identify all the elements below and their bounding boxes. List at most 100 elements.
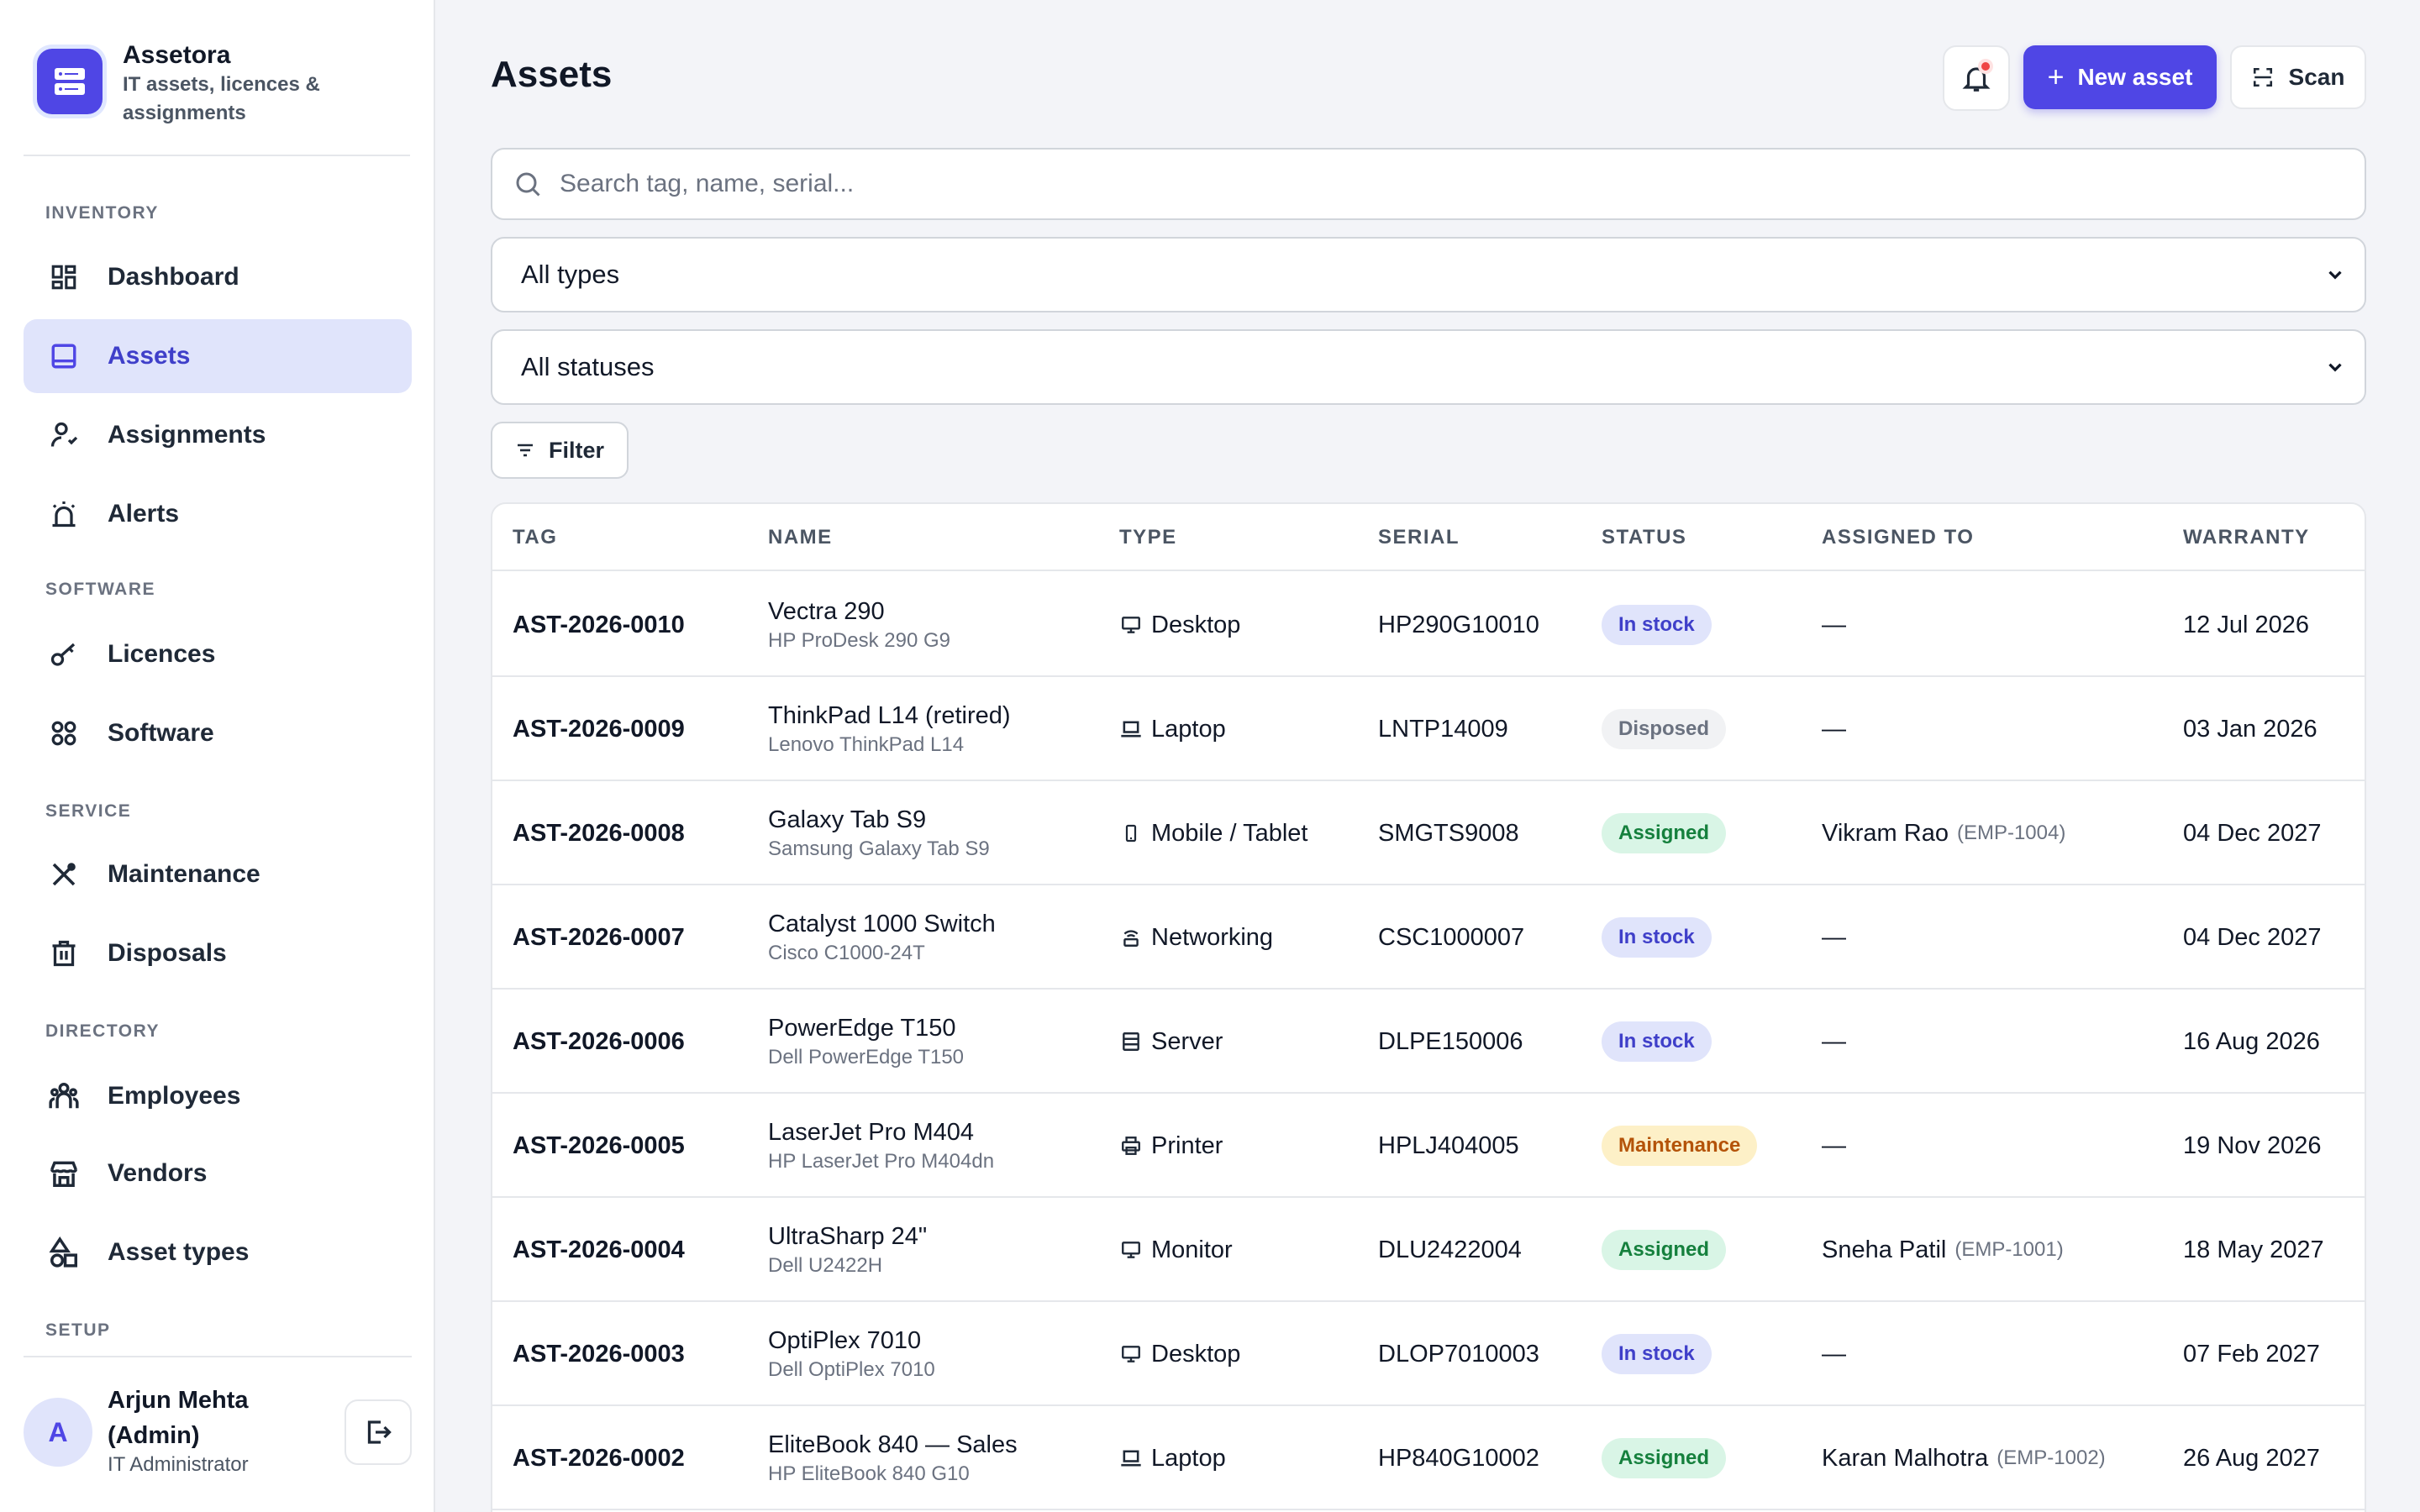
assigned-cell: Vikram Rao (EMP-1004) bbox=[1822, 781, 2065, 885]
asset-tag[interactable]: AST-2026-0008 bbox=[513, 819, 685, 847]
column-header-status[interactable]: STATUS bbox=[1602, 526, 1687, 549]
warranty-date: 07 Feb 2027 bbox=[2183, 1340, 2320, 1368]
type-select[interactable]: All types bbox=[491, 237, 2366, 312]
scan-button[interactable]: Scan bbox=[2230, 45, 2366, 109]
table-row[interactable]: AST-2026-0010 Vectra 290 HP ProDesk 290 G9… bbox=[492, 573, 2365, 677]
sidebar-item-maintenance[interactable]: Maintenance bbox=[24, 837, 412, 911]
nav-section-service: SERVICE bbox=[45, 801, 132, 821]
asset-name[interactable]: ThinkPad L14 (retired) bbox=[768, 702, 1011, 729]
table-row[interactable]: AST-2026-0005 LaserJet Pro M404 HP LaserJe… bbox=[492, 1094, 2365, 1198]
status-badge: In stock bbox=[1602, 1021, 1712, 1062]
asset-name[interactable]: UltraSharp 24" bbox=[768, 1223, 928, 1250]
asset-name[interactable]: PowerEdge T150 bbox=[768, 1015, 956, 1042]
assigned-to: — bbox=[1822, 715, 1846, 743]
table-row[interactable]: AST-2026-0009 ThinkPad L14 (retired) Lenov… bbox=[492, 677, 2365, 781]
table-row[interactable]: AST-2026-0007 Catalyst 1000 Switch Cisco C… bbox=[492, 885, 2365, 990]
status-cell: Maintenance bbox=[1602, 1094, 1758, 1198]
table-row[interactable]: AST-2026-0008 Galaxy Tab S9 Samsung Galaxy… bbox=[492, 781, 2365, 885]
sidebar-item-software[interactable]: Software bbox=[24, 696, 412, 770]
store-icon bbox=[47, 1157, 81, 1190]
search-input[interactable] bbox=[560, 170, 2240, 198]
assigned-to: — bbox=[1822, 923, 1846, 951]
filter-button[interactable]: Filter bbox=[491, 422, 629, 479]
asset-type-cell: Monitor bbox=[1119, 1198, 1233, 1302]
sidebar-item-alerts[interactable]: Alerts bbox=[24, 477, 412, 551]
asset-name[interactable]: Catalyst 1000 Switch bbox=[768, 911, 996, 937]
nav-section-inventory: INVENTORY bbox=[45, 203, 159, 223]
asset-name[interactable]: Vectra 290 bbox=[768, 598, 885, 625]
sidebar-item-dashboard[interactable]: Dashboard bbox=[24, 240, 412, 314]
column-header-name[interactable]: NAME bbox=[768, 526, 833, 549]
sidebar-item-disposals[interactable]: Disposals bbox=[24, 916, 412, 990]
asset-type-cell: Laptop bbox=[1119, 1406, 1226, 1510]
asset-type: Desktop bbox=[1151, 611, 1241, 638]
asset-name[interactable]: OptiPlex 7010 bbox=[768, 1327, 922, 1354]
status-cell: In stock bbox=[1602, 573, 1712, 677]
asset-name-cell: ThinkPad L14 (retired) Lenovo ThinkPad L1… bbox=[768, 677, 1011, 781]
sidebar-item-assets[interactable]: Assets bbox=[24, 319, 412, 393]
table-row[interactable]: AST-2026-0003 OptiPlex 7010 Dell OptiPlex … bbox=[492, 1302, 2365, 1406]
warranty-date: 18 May 2027 bbox=[2183, 1236, 2324, 1263]
notifications-button[interactable] bbox=[1943, 45, 2010, 111]
employee-id: (EMP-1001) bbox=[1954, 1238, 2064, 1261]
asset-tag[interactable]: AST-2026-0009 bbox=[513, 715, 685, 743]
status-select[interactable]: All statuses bbox=[491, 329, 2366, 405]
sidebar-item-assignments[interactable]: Assignments bbox=[24, 398, 412, 472]
asset-name-cell: Vectra 290 HP ProDesk 290 G9 bbox=[768, 573, 950, 677]
server-icon bbox=[1119, 1030, 1143, 1053]
table-row[interactable]: AST-2026-0006 PowerEdge T150 Dell PowerEdg… bbox=[492, 990, 2365, 1094]
status-badge: Assigned bbox=[1602, 1230, 1727, 1270]
asset-model: Lenovo ThinkPad L14 bbox=[768, 733, 965, 756]
plus-icon: + bbox=[2047, 60, 2065, 93]
assigned-to: Sneha Patil bbox=[1822, 1236, 1947, 1263]
sidebar-item-licences[interactable]: Licences bbox=[24, 617, 412, 691]
column-header-warranty[interactable]: WARRANTY bbox=[2183, 526, 2310, 549]
asset-name[interactable]: LaserJet Pro M404 bbox=[768, 1119, 975, 1146]
asset-tag[interactable]: AST-2026-0006 bbox=[513, 1027, 685, 1055]
assigned-to: — bbox=[1822, 1131, 1846, 1159]
table-row[interactable]: AST-2026-0004 UltraSharp 24" Dell U2422H Mo… bbox=[492, 1198, 2365, 1302]
sidebar-item-vendors[interactable]: Vendors bbox=[24, 1137, 412, 1210]
desktop-icon bbox=[1119, 1342, 1143, 1366]
new-asset-button[interactable]: + New asset bbox=[2023, 45, 2217, 109]
scan-label: Scan bbox=[2288, 64, 2345, 90]
asset-name[interactable]: Galaxy Tab S9 bbox=[768, 806, 927, 833]
status-select-value: All statuses bbox=[521, 352, 655, 381]
status-cell: Assigned bbox=[1602, 1198, 1727, 1302]
warranty-date: 03 Jan 2026 bbox=[2183, 715, 2317, 743]
assigned-to: — bbox=[1822, 1340, 1846, 1368]
asset-type: Monitor bbox=[1151, 1236, 1233, 1263]
column-header-tag[interactable]: TAG bbox=[513, 526, 558, 549]
asset-name[interactable]: EliteBook 840 — Sales bbox=[768, 1431, 1018, 1458]
assigned-cell: — bbox=[1822, 1302, 1854, 1406]
asset-model: Dell PowerEdge T150 bbox=[768, 1046, 965, 1068]
asset-tag[interactable]: AST-2026-0007 bbox=[513, 923, 685, 951]
assigned-to: — bbox=[1822, 1027, 1846, 1055]
notification-dot bbox=[1978, 59, 1993, 74]
column-header-type[interactable]: TYPE bbox=[1119, 526, 1177, 549]
asset-tag[interactable]: AST-2026-0003 bbox=[513, 1340, 685, 1368]
warranty-date: 04 Dec 2027 bbox=[2183, 923, 2322, 951]
asset-type-cell: Desktop bbox=[1119, 1302, 1240, 1406]
asset-name-cell: LaserJet Pro M404 HP LaserJet Pro M404dn bbox=[768, 1094, 994, 1198]
employee-id: (EMP-1004) bbox=[1956, 822, 2066, 844]
column-header-serial[interactable]: SERIAL bbox=[1378, 526, 1460, 549]
column-header-assigned[interactable]: ASSIGNED TO bbox=[1822, 526, 1975, 549]
table-row[interactable]: AST-2026-0002 EliteBook 840 — Sales HP Eli… bbox=[492, 1406, 2365, 1510]
sidebar-item-asset-types[interactable]: Asset types bbox=[24, 1215, 412, 1289]
asset-type-cell: Networking bbox=[1119, 885, 1273, 990]
asset-tag[interactable]: AST-2026-0002 bbox=[513, 1444, 685, 1472]
asset-serial: HP290G10010 bbox=[1378, 611, 1539, 638]
sidebar-item-label: Disposals bbox=[108, 939, 227, 967]
asset-tag[interactable]: AST-2026-0010 bbox=[513, 611, 685, 638]
tools-icon bbox=[47, 858, 81, 891]
sidebar-item-employees[interactable]: Employees bbox=[24, 1059, 412, 1133]
asset-serial: CSC1000007 bbox=[1378, 923, 1525, 951]
logout-button[interactable] bbox=[345, 1399, 412, 1465]
table-header: TAG NAME TYPE SERIAL STATUS ASSIGNED TO … bbox=[492, 504, 2365, 571]
assets-table: TAG NAME TYPE SERIAL STATUS ASSIGNED TO … bbox=[491, 502, 2366, 1512]
asset-tag[interactable]: AST-2026-0004 bbox=[513, 1236, 685, 1263]
asset-tag[interactable]: AST-2026-0005 bbox=[513, 1131, 685, 1159]
laptop-icon bbox=[1119, 717, 1143, 741]
warranty-date: 16 Aug 2026 bbox=[2183, 1027, 2320, 1055]
